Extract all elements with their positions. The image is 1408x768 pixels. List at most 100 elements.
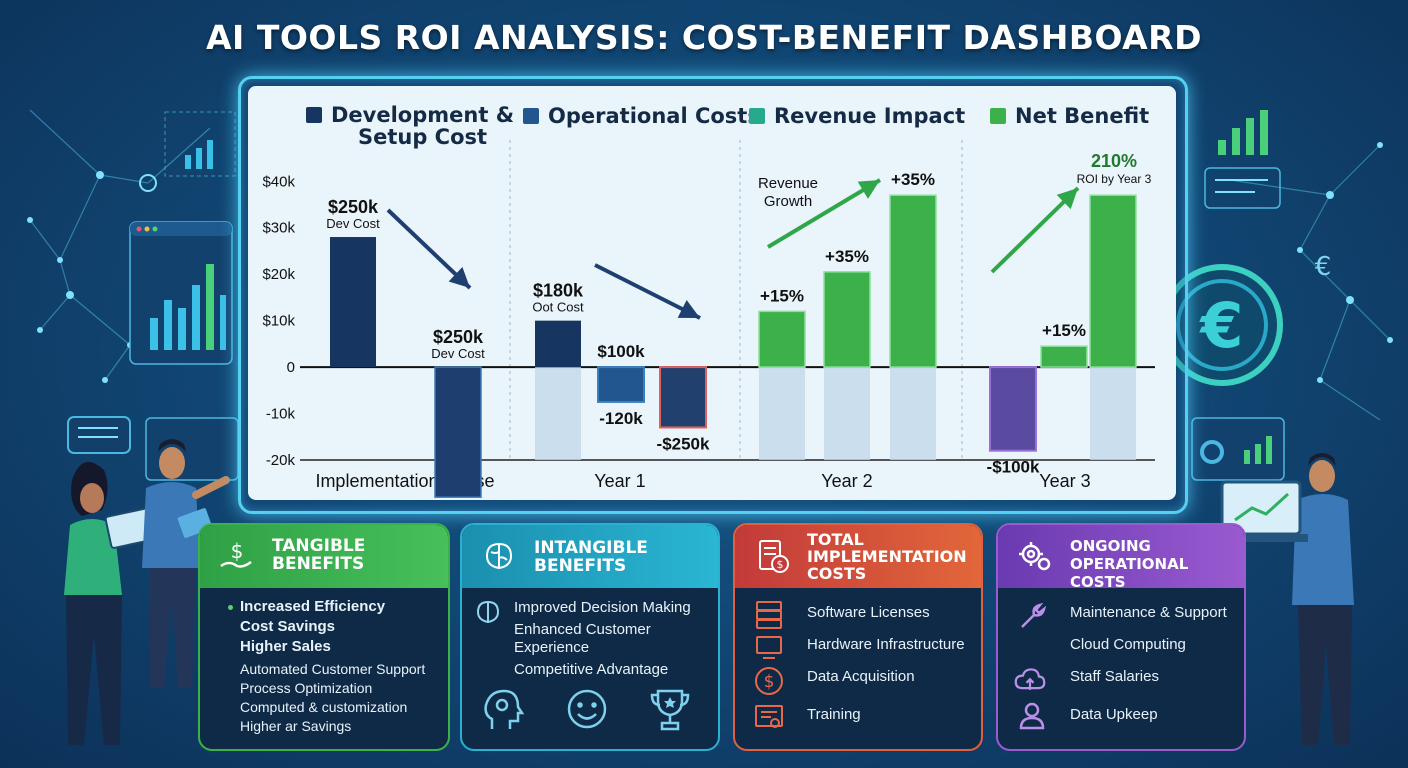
shadow-bar — [1090, 367, 1136, 460]
card-intangible-benefits: INTANGIBLE BENEFITS Improved Decision Ma… — [460, 523, 720, 751]
svg-text:€: € — [1315, 252, 1332, 282]
bar — [889, 194, 937, 368]
trend-arrow — [990, 186, 1080, 274]
operational-item: Cloud Computing — [1070, 636, 1186, 653]
bar — [535, 320, 581, 368]
bar-value-label: $180k — [533, 281, 584, 301]
shadow-bar — [535, 367, 581, 460]
card-operational-header: ONGOING OPERATIONAL COSTS — [998, 525, 1244, 591]
tangible-item: Process Optimization — [240, 680, 373, 696]
wrench-icon — [1016, 601, 1048, 633]
annotation-roi-label: ROI by Year 3 — [1077, 172, 1152, 186]
bar — [823, 271, 871, 368]
x-group-label: Year 3 — [1039, 471, 1090, 491]
man-figure-right — [1218, 453, 1354, 745]
card-tangible-list: Increased Efficiency Cost Savings Higher… — [240, 597, 448, 736]
card-implementation-header: $ TOTAL IMPLEMENTATION COSTS — [735, 525, 981, 588]
shadow-bar — [759, 367, 805, 460]
bar-negative-label: -$250k — [657, 434, 710, 453]
bar-value-label: +35% — [825, 247, 869, 266]
trophy-icon — [650, 689, 690, 731]
legend-development-setup-cost: Development & Setup Cost — [306, 104, 514, 148]
bar-value-label: +35% — [891, 170, 935, 189]
legend-label-operational: Operational Costs — [548, 104, 760, 128]
bar — [330, 237, 376, 368]
card-intangible-list: Improved Decision Making Enhanced Custom… — [514, 598, 718, 680]
legend-revenue-impact: Revenue Impact — [749, 105, 965, 127]
legend-swatch-revenue — [749, 108, 765, 124]
intangible-icons-row — [484, 689, 690, 731]
card-total-implementation-costs: $ TOTAL IMPLEMENTATION COSTS $ Software … — [733, 523, 983, 751]
card-implementation-title-line2: IMPLEMENTATION — [807, 547, 967, 566]
person-icon — [1016, 699, 1048, 731]
intangible-item: Enhanced Customer Experience — [514, 621, 651, 656]
operational-item: Staff Salaries — [1070, 668, 1159, 685]
y-tick-label: $20k — [262, 266, 295, 283]
bar-negative — [659, 366, 707, 429]
bar-negative-label: -120k — [599, 409, 643, 428]
brain-gear-icon — [472, 597, 504, 629]
brain-icon — [478, 535, 520, 577]
x-group-label: Year 2 — [821, 471, 872, 491]
card-intangible-title-line1: INTANGIBLE — [534, 538, 648, 558]
card-intangible-title-line2: BENEFITS — [534, 556, 627, 576]
tangible-item: Higher Sales — [240, 638, 331, 655]
invoice-icon: $ — [751, 535, 793, 577]
bar-value-label: $250k — [433, 327, 484, 347]
man-figure-left — [142, 439, 230, 688]
implementation-item: Software Licenses — [807, 604, 930, 621]
card-tangible-benefits: $ TANGIBLE BENEFITS Increased Efficiency… — [198, 523, 450, 751]
tangible-item: Automated Customer Support — [240, 661, 426, 677]
legend-label-development-line1: Development & — [331, 103, 515, 127]
bar-sub-label: Oot Cost — [532, 300, 584, 315]
cloud-upload-icon — [1014, 665, 1046, 697]
card-tangible-title-line2: BENEFITS — [272, 554, 365, 574]
page-title: AI TOOLS ROI ANALYSIS: COST-BENEFIT DASH… — [206, 18, 1202, 57]
tangible-item: Higher ar Savings — [240, 718, 352, 734]
svg-text:$: $ — [764, 672, 775, 692]
certificate-icon — [753, 701, 785, 733]
bar — [1089, 194, 1137, 368]
tangible-item: Computed & customization — [240, 699, 408, 715]
implementation-item: Hardware Infrastructure — [807, 636, 965, 653]
trend-arrow — [766, 178, 882, 249]
bar-negative — [597, 366, 645, 403]
card-operational-title-line2: OPERATIONAL COSTS — [1070, 555, 1189, 591]
intangible-item: Competitive Advantage — [514, 661, 669, 678]
trend-arrow-head — [857, 180, 880, 199]
y-tick-label: $40k — [262, 173, 295, 190]
y-tick-label: 0 — [287, 359, 295, 376]
bullet-dot — [228, 605, 233, 610]
hardware-icon — [753, 631, 785, 663]
dollar-hand-icon: $ — [216, 535, 258, 577]
annotation-text: Growth — [764, 193, 812, 210]
woman-figure — [64, 462, 158, 745]
legend-swatch-development — [306, 107, 322, 123]
svg-text:$: $ — [231, 539, 244, 563]
card-operational-title-line1: ONGOING — [1070, 537, 1151, 555]
card-implementation-title-line3: COSTS — [807, 564, 867, 583]
y-tick-label: $30k — [262, 220, 295, 237]
trend-arrow-head — [1056, 188, 1078, 210]
annotation-text: Revenue — [758, 175, 818, 192]
gears-icon — [1014, 535, 1056, 577]
annotation-roi-value: 210% — [1091, 151, 1137, 171]
head-gear-icon — [484, 689, 525, 729]
smiley-icon — [567, 689, 607, 729]
legend-swatch-operational — [523, 108, 539, 124]
y-tick-label: -20k — [266, 452, 296, 469]
legend-operational-costs: Operational Costs — [523, 105, 760, 127]
bar-negative — [989, 366, 1037, 452]
trend-arrow-head — [448, 266, 470, 288]
y-tick-label: -10k — [266, 406, 296, 423]
legend-label-revenue: Revenue Impact — [774, 104, 966, 128]
tangible-item: Increased Efficiency — [240, 598, 386, 615]
svg-text:€: € — [1198, 289, 1243, 362]
card-tangible-header: $ TANGIBLE BENEFITS — [200, 525, 448, 588]
y-tick-label: $10k — [262, 313, 295, 330]
legend-swatch-net — [990, 108, 1006, 124]
card-tangible-title-line1: TANGIBLE — [272, 536, 366, 556]
shadow-bar — [890, 367, 936, 460]
